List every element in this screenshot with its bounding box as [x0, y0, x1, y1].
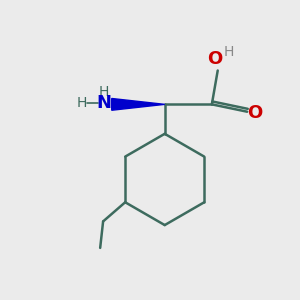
Text: H: H [224, 45, 234, 59]
Text: N: N [96, 94, 111, 112]
Text: O: O [247, 104, 262, 122]
Text: H: H [98, 85, 109, 99]
Text: O: O [207, 50, 222, 68]
Text: H: H [77, 96, 88, 110]
Polygon shape [112, 98, 165, 110]
